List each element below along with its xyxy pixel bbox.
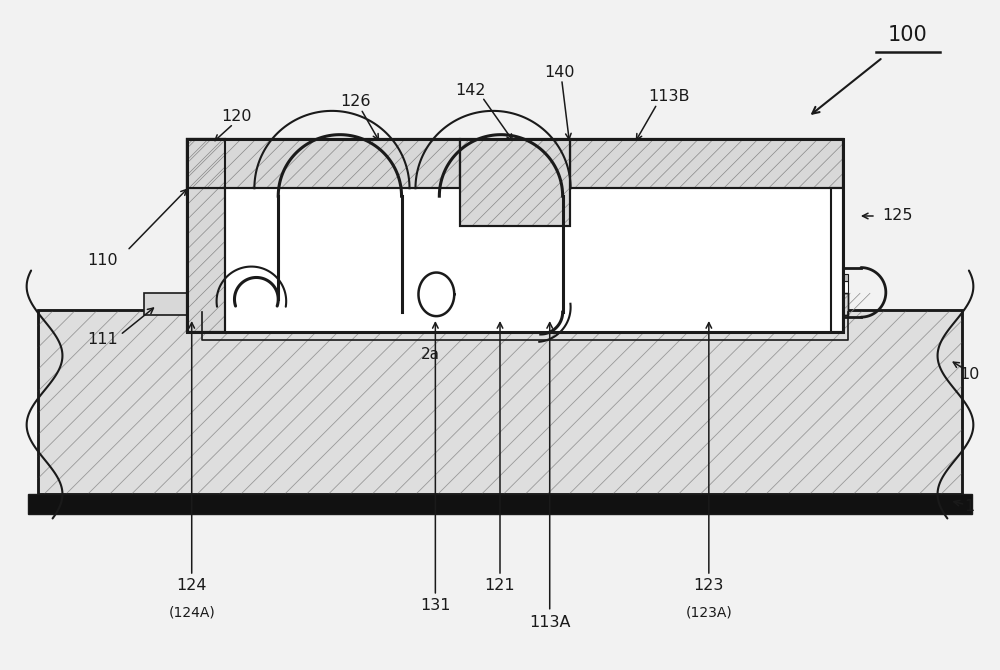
- Polygon shape: [28, 494, 972, 513]
- Polygon shape: [187, 139, 843, 332]
- Text: 140: 140: [544, 65, 575, 80]
- Text: 113B: 113B: [648, 90, 690, 105]
- Text: 131: 131: [420, 598, 451, 613]
- Text: 110: 110: [87, 253, 118, 268]
- Polygon shape: [202, 273, 848, 281]
- Polygon shape: [831, 188, 843, 332]
- Polygon shape: [187, 139, 460, 188]
- Text: 123: 123: [694, 578, 724, 594]
- Text: 142: 142: [455, 82, 485, 98]
- Polygon shape: [460, 139, 570, 226]
- Text: 111: 111: [87, 332, 118, 348]
- Text: 100: 100: [888, 25, 928, 44]
- Text: (124A): (124A): [168, 606, 215, 620]
- Text: 124: 124: [176, 578, 207, 594]
- Polygon shape: [187, 139, 225, 332]
- Text: 121: 121: [485, 578, 515, 594]
- Text: 2a: 2a: [421, 347, 440, 362]
- Polygon shape: [38, 310, 962, 494]
- Text: 1: 1: [964, 499, 975, 514]
- Polygon shape: [144, 293, 188, 315]
- Text: 10: 10: [959, 367, 980, 382]
- Text: (123A): (123A): [685, 606, 732, 620]
- Text: 126: 126: [341, 94, 371, 109]
- Polygon shape: [570, 139, 843, 188]
- Text: 113A: 113A: [529, 615, 570, 630]
- Polygon shape: [202, 293, 848, 315]
- Text: 125: 125: [883, 208, 913, 224]
- Polygon shape: [202, 281, 848, 293]
- Text: 120: 120: [221, 109, 252, 125]
